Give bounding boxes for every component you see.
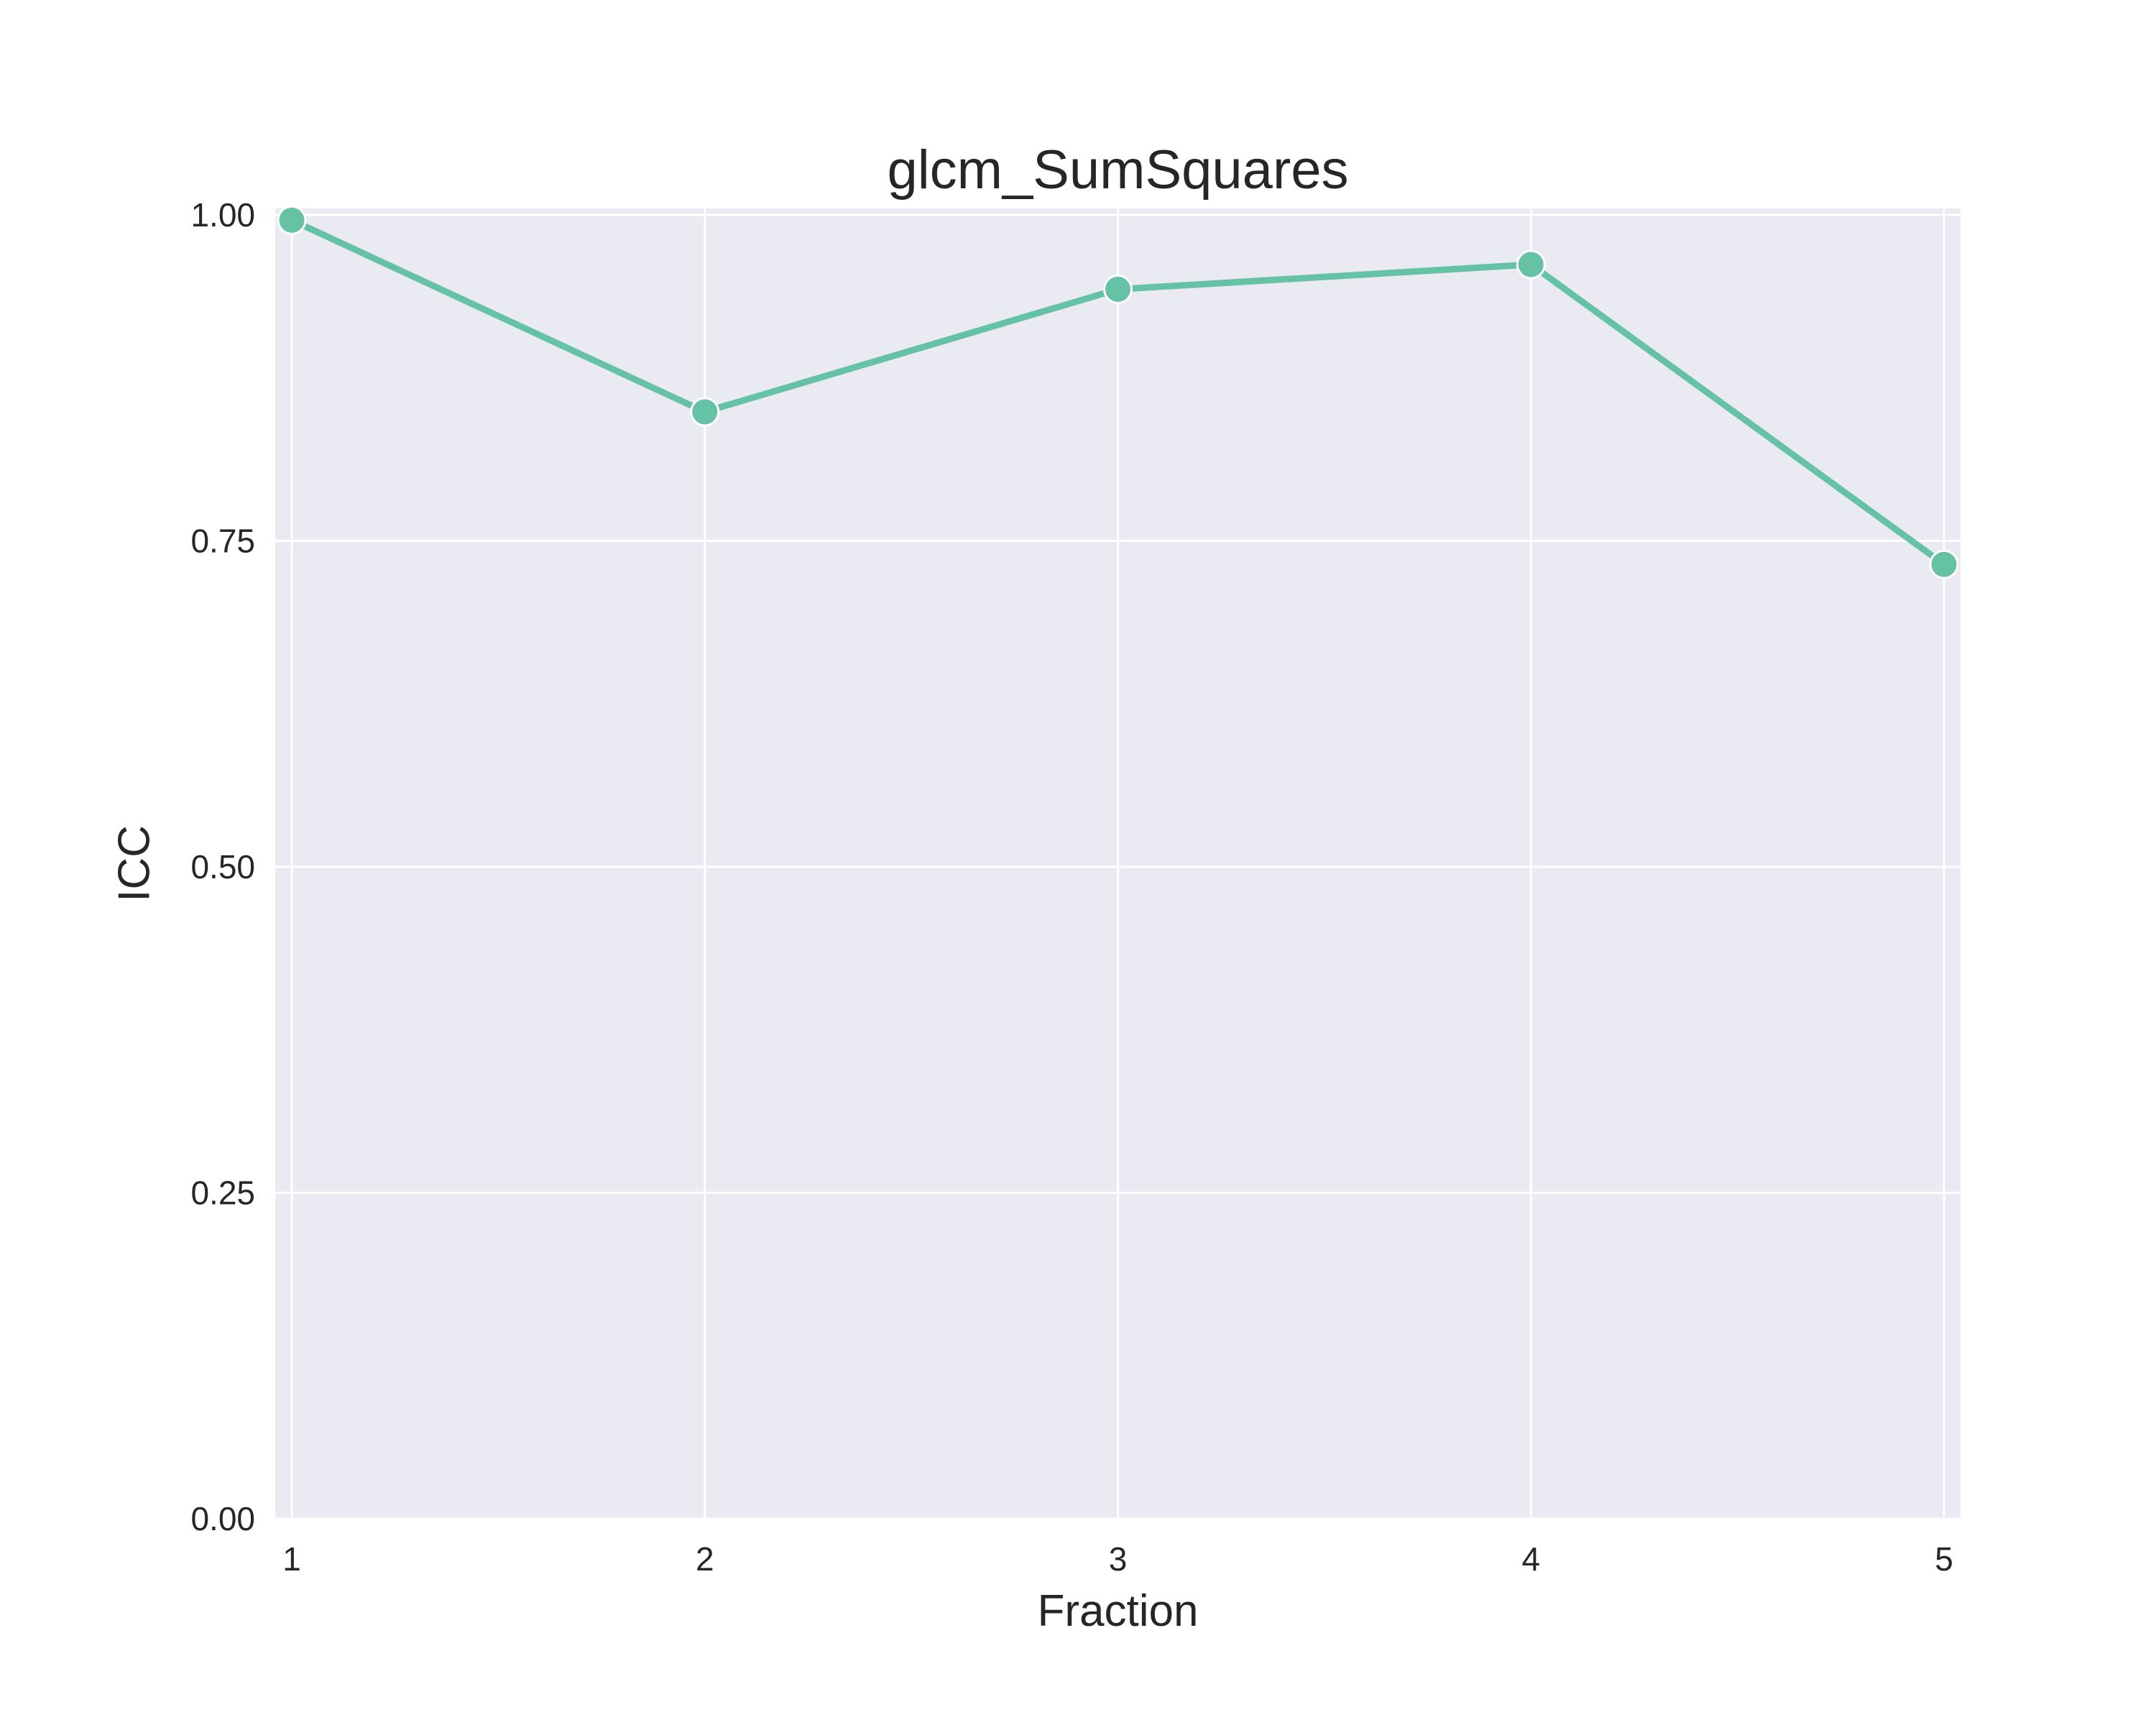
data-point xyxy=(1929,549,1959,579)
y-axis-ticks: 0.00 0.25 0.50 0.75 1.00 xyxy=(190,196,255,1537)
y-axis-label: ICC xyxy=(110,825,160,902)
x-tick-label: 2 xyxy=(696,1540,714,1578)
y-tick-label: 0.75 xyxy=(190,523,255,560)
x-axis-label: Fraction xyxy=(1038,1586,1199,1636)
grid-lines xyxy=(275,208,1961,1520)
series-group xyxy=(277,205,1959,579)
x-tick-label: 3 xyxy=(1109,1540,1128,1578)
data-point xyxy=(1516,249,1546,280)
chart-title: glcm_SumSquares xyxy=(887,139,1348,201)
data-point xyxy=(277,205,307,235)
y-tick-label: 0.25 xyxy=(190,1174,255,1212)
x-axis-ticks: 1 2 3 4 5 xyxy=(282,1540,1953,1578)
data-point xyxy=(690,397,720,427)
y-tick-label: 0.00 xyxy=(190,1500,255,1537)
data-point xyxy=(1103,274,1133,304)
x-tick-label: 1 xyxy=(282,1540,301,1578)
y-tick-label: 0.50 xyxy=(190,848,255,886)
y-tick-label: 1.00 xyxy=(190,196,255,234)
x-tick-label: 4 xyxy=(1521,1540,1540,1578)
x-tick-label: 5 xyxy=(1935,1540,1953,1578)
